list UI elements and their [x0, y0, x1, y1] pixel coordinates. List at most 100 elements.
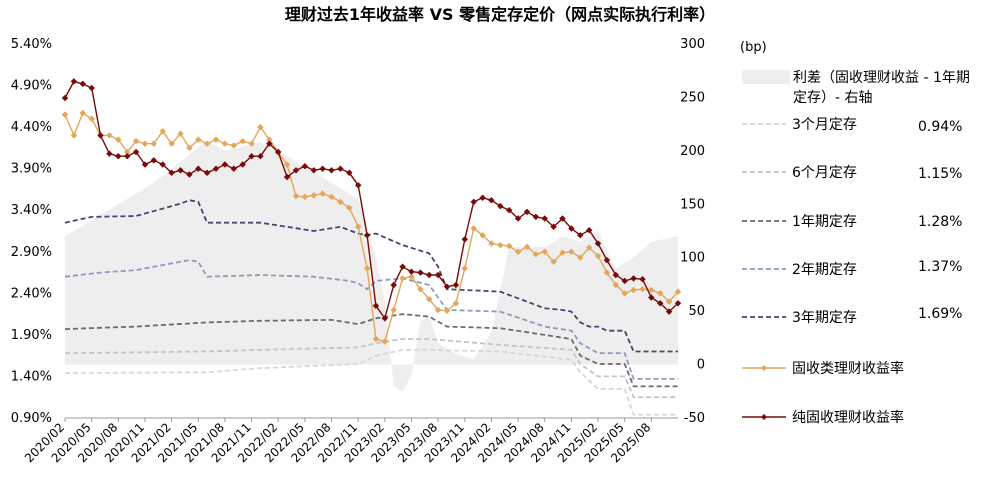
- series-point-6: [70, 78, 78, 85]
- legend-label-1: 6个月定存: [792, 165, 857, 181]
- series-point-6: [417, 269, 424, 276]
- series-point-6: [612, 271, 620, 279]
- legend-value-3: 1.37%: [918, 259, 962, 275]
- series-point-5: [621, 290, 628, 297]
- series-point-6: [132, 148, 140, 156]
- series-point-5: [390, 306, 397, 314]
- series-point-6: [106, 150, 113, 157]
- series-point-6: [328, 167, 335, 174]
- series-point-6: [585, 226, 593, 234]
- series-point-6: [479, 194, 486, 202]
- series-point-5: [381, 338, 389, 345]
- series-point-5: [452, 300, 460, 307]
- legend-label-2: 1年期定存: [792, 214, 857, 230]
- series-point-5: [585, 244, 593, 251]
- y-left-tick-label: 1.40%: [11, 369, 52, 384]
- series-point-6: [141, 161, 149, 168]
- y-right-tick-label: 250: [680, 90, 705, 105]
- series-point-6: [346, 169, 353, 177]
- series-point-5: [443, 307, 451, 315]
- series-point-5: [319, 190, 326, 197]
- series-point-6: [212, 165, 220, 172]
- series-point-5: [79, 109, 87, 117]
- series-point-5: [115, 136, 122, 143]
- series-point-6: [168, 169, 175, 177]
- series-point-6: [88, 84, 95, 92]
- right-axis-unit: (bp): [740, 40, 767, 55]
- series-point-5: [665, 298, 673, 305]
- legend-label-spread: 利差（固收理财收益 - 1年期: [793, 70, 970, 86]
- y-left-tick-label: 2.90%: [11, 245, 52, 260]
- series-line-2: [64, 313, 678, 388]
- series-point-6: [443, 283, 451, 290]
- y-left-tick-label: 0.90%: [11, 411, 52, 426]
- series-point-5: [488, 240, 495, 247]
- series-point-6: [372, 302, 380, 310]
- series-point-5: [195, 136, 202, 143]
- series-point-5: [70, 132, 78, 139]
- series-point-5: [594, 252, 602, 260]
- series-point-5: [408, 273, 415, 280]
- series-line-1: [64, 338, 678, 399]
- series-point-5: [337, 198, 344, 206]
- series-point-6: [248, 152, 255, 160]
- series-point-5: [239, 137, 246, 145]
- series-layer: [61, 78, 682, 416]
- series-point-5: [541, 248, 548, 256]
- series-point-5: [559, 249, 566, 256]
- series-point-6: [115, 152, 122, 160]
- series-point-6: [363, 231, 371, 239]
- series-point-5: [656, 290, 664, 297]
- y-right-tick-label: 0: [697, 358, 705, 373]
- series-point-5: [532, 251, 540, 258]
- series-point-6: [79, 80, 87, 88]
- series-point-5: [639, 285, 646, 293]
- series-point-6: [203, 169, 211, 177]
- y-left-tick-label: 1.90%: [11, 328, 52, 343]
- series-point-6: [399, 263, 406, 270]
- y-left-tick-label: 5.40%: [11, 37, 52, 52]
- series-point-5: [630, 286, 637, 294]
- series-point-5: [425, 295, 433, 303]
- series-point-6: [354, 182, 362, 189]
- series-point-6: [61, 94, 69, 102]
- series-line-5: [64, 111, 679, 343]
- series-point-5: [470, 225, 477, 232]
- series-point-5: [577, 254, 584, 261]
- series-point-6: [568, 225, 575, 232]
- legend-label-0: 3个月定存: [792, 117, 857, 133]
- series-point-5: [88, 115, 95, 123]
- series-point-6: [488, 196, 495, 204]
- series-point-6: [319, 165, 326, 172]
- y-right-tick-label: 150: [680, 197, 705, 212]
- legend-swatch-spread: [742, 70, 790, 84]
- series-point-5: [177, 130, 184, 138]
- legend-value-0: 0.94%: [918, 119, 962, 135]
- series-point-6: [274, 148, 282, 156]
- legend-value-2: 1.28%: [918, 214, 962, 230]
- series-point-5: [550, 258, 557, 266]
- series-point-5: [301, 193, 309, 201]
- series-point-6: [230, 165, 238, 172]
- series-point-5: [132, 137, 140, 145]
- series-point-5: [203, 140, 211, 147]
- series-point-6: [497, 202, 504, 210]
- series-point-5: [61, 111, 69, 118]
- series-point-6: [186, 171, 193, 178]
- series-point-6: [283, 173, 291, 181]
- legend-label-3: 2年期定存: [792, 262, 857, 278]
- series-line-6: [64, 80, 679, 320]
- series-point-6: [123, 152, 131, 160]
- series-point-6: [674, 300, 682, 307]
- series-point-6: [434, 271, 442, 279]
- series-point-5: [141, 140, 149, 147]
- series-point-6: [665, 308, 673, 315]
- series-point-5: [479, 231, 486, 239]
- series-point-5: [212, 136, 220, 143]
- y-left-tick-label: 3.90%: [11, 162, 52, 177]
- series-point-6: [621, 277, 628, 285]
- series-point-5: [159, 128, 166, 135]
- series-point-6: [656, 300, 664, 307]
